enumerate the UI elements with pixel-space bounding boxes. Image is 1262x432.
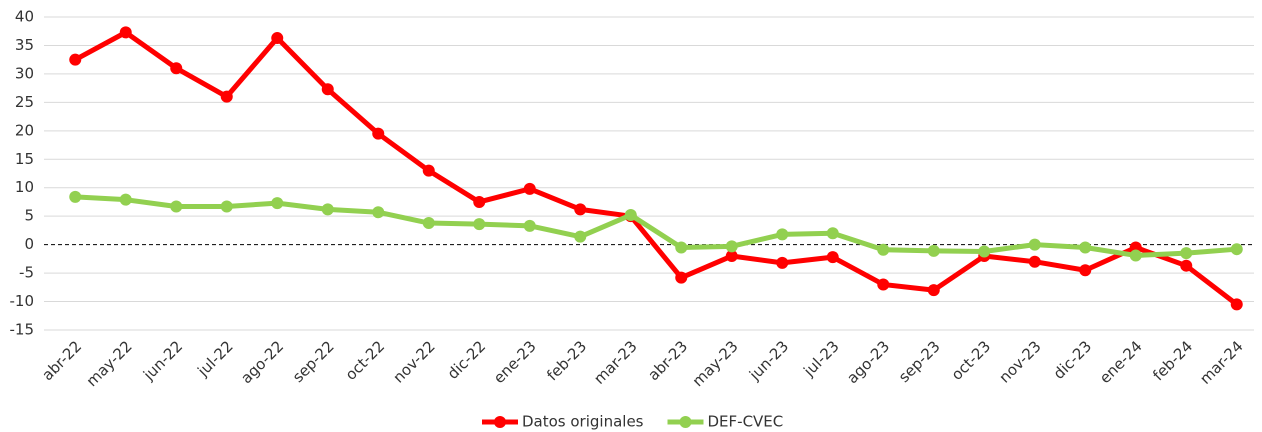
- x-tick-label: jun-23: [745, 337, 792, 384]
- x-tick-label: jul-22: [193, 337, 236, 380]
- data-point: [574, 230, 587, 243]
- y-tick-label: 35: [15, 36, 34, 54]
- data-point: [170, 200, 183, 213]
- x-tick-label: abr-23: [644, 337, 691, 384]
- data-point: [321, 203, 334, 216]
- y-tick-label: -10: [10, 292, 35, 310]
- data-point: [422, 217, 435, 230]
- data-point: [69, 190, 82, 203]
- legend-label: Datos originales: [522, 413, 644, 431]
- data-point: [877, 243, 890, 256]
- data-point: [725, 250, 738, 263]
- x-tick-label: abr-22: [38, 337, 85, 384]
- x-tick-label: dic-23: [1050, 337, 1096, 383]
- y-tick-label: -15: [10, 321, 35, 339]
- data-point: [170, 62, 183, 75]
- data-point: [1230, 243, 1243, 256]
- y-tick-label: 0: [24, 235, 34, 253]
- x-tick-label: ago-22: [237, 337, 287, 387]
- data-point: [372, 127, 385, 140]
- data-point: [877, 278, 890, 291]
- x-tick-label: mar-23: [590, 337, 641, 388]
- data-point: [1028, 238, 1041, 251]
- data-point: [69, 53, 82, 66]
- data-point: [372, 206, 385, 219]
- x-tick-label: nov-22: [389, 337, 438, 386]
- x-tick-label: may-22: [83, 337, 136, 390]
- data-point: [220, 90, 233, 103]
- data-point: [422, 164, 435, 177]
- x-tick-label: nov-23: [995, 337, 1044, 386]
- x-tick-label: sep-23: [895, 337, 944, 386]
- x-tick-label: mar-24: [1196, 337, 1247, 388]
- series-line: [74, 29, 1239, 307]
- legend-marker: [494, 416, 506, 428]
- data-point: [523, 182, 536, 195]
- x-tick-label: oct-22: [342, 337, 389, 384]
- x-tick-label: sep-22: [289, 337, 338, 386]
- x-tick-label: feb-23: [543, 337, 590, 384]
- data-point: [978, 245, 991, 258]
- y-tick-label: 15: [15, 150, 34, 168]
- x-tick-label: feb-24: [1149, 337, 1196, 384]
- legend-marker: [679, 416, 692, 428]
- data-point: [927, 284, 940, 297]
- y-tick-label: -5: [19, 264, 34, 282]
- data-point: [927, 244, 940, 257]
- data-point: [271, 197, 284, 210]
- data-point: [119, 193, 132, 206]
- x-tick-label: may-23: [689, 337, 742, 390]
- data-point: [675, 241, 688, 254]
- y-tick-label: 40: [15, 8, 34, 26]
- y-tick-label: 30: [15, 64, 34, 82]
- data-point: [220, 200, 233, 213]
- legend-label: DEF-CVEC: [708, 413, 784, 431]
- y-tick-label: 5: [24, 207, 34, 225]
- y-tick-label: 10: [15, 178, 34, 196]
- data-point: [826, 251, 839, 264]
- data-point: [1079, 264, 1092, 277]
- series-line: [75, 194, 1237, 258]
- data-point: [1180, 247, 1193, 260]
- data-point: [725, 240, 738, 253]
- data-point: [1028, 255, 1041, 268]
- data-point: [624, 209, 637, 222]
- x-tick-label: jul-23: [799, 337, 842, 380]
- data-point: [776, 228, 789, 241]
- x-tick-label: oct-23: [948, 337, 995, 384]
- data-point: [1079, 241, 1092, 254]
- x-tick-label: ene-23: [490, 337, 540, 387]
- x-tick-label: dic-22: [444, 337, 490, 383]
- y-tick-label: 20: [15, 121, 34, 139]
- x-tick-label: ago-23: [843, 337, 893, 387]
- data-point: [473, 218, 486, 231]
- data-point: [1230, 298, 1243, 311]
- data-point: [473, 195, 486, 208]
- x-tick-label: jun-22: [139, 337, 186, 384]
- y-tick-label: 25: [15, 93, 34, 111]
- data-point: [1129, 249, 1142, 262]
- data-point: [776, 256, 789, 269]
- data-point: [321, 83, 334, 96]
- data-point: [675, 271, 688, 284]
- data-point: [1180, 259, 1193, 272]
- data-point: [574, 203, 587, 216]
- x-tick-label: ene-24: [1096, 337, 1146, 387]
- data-point: [826, 227, 839, 240]
- data-point: [119, 26, 132, 39]
- data-point: [271, 32, 284, 45]
- data-point: [523, 219, 536, 232]
